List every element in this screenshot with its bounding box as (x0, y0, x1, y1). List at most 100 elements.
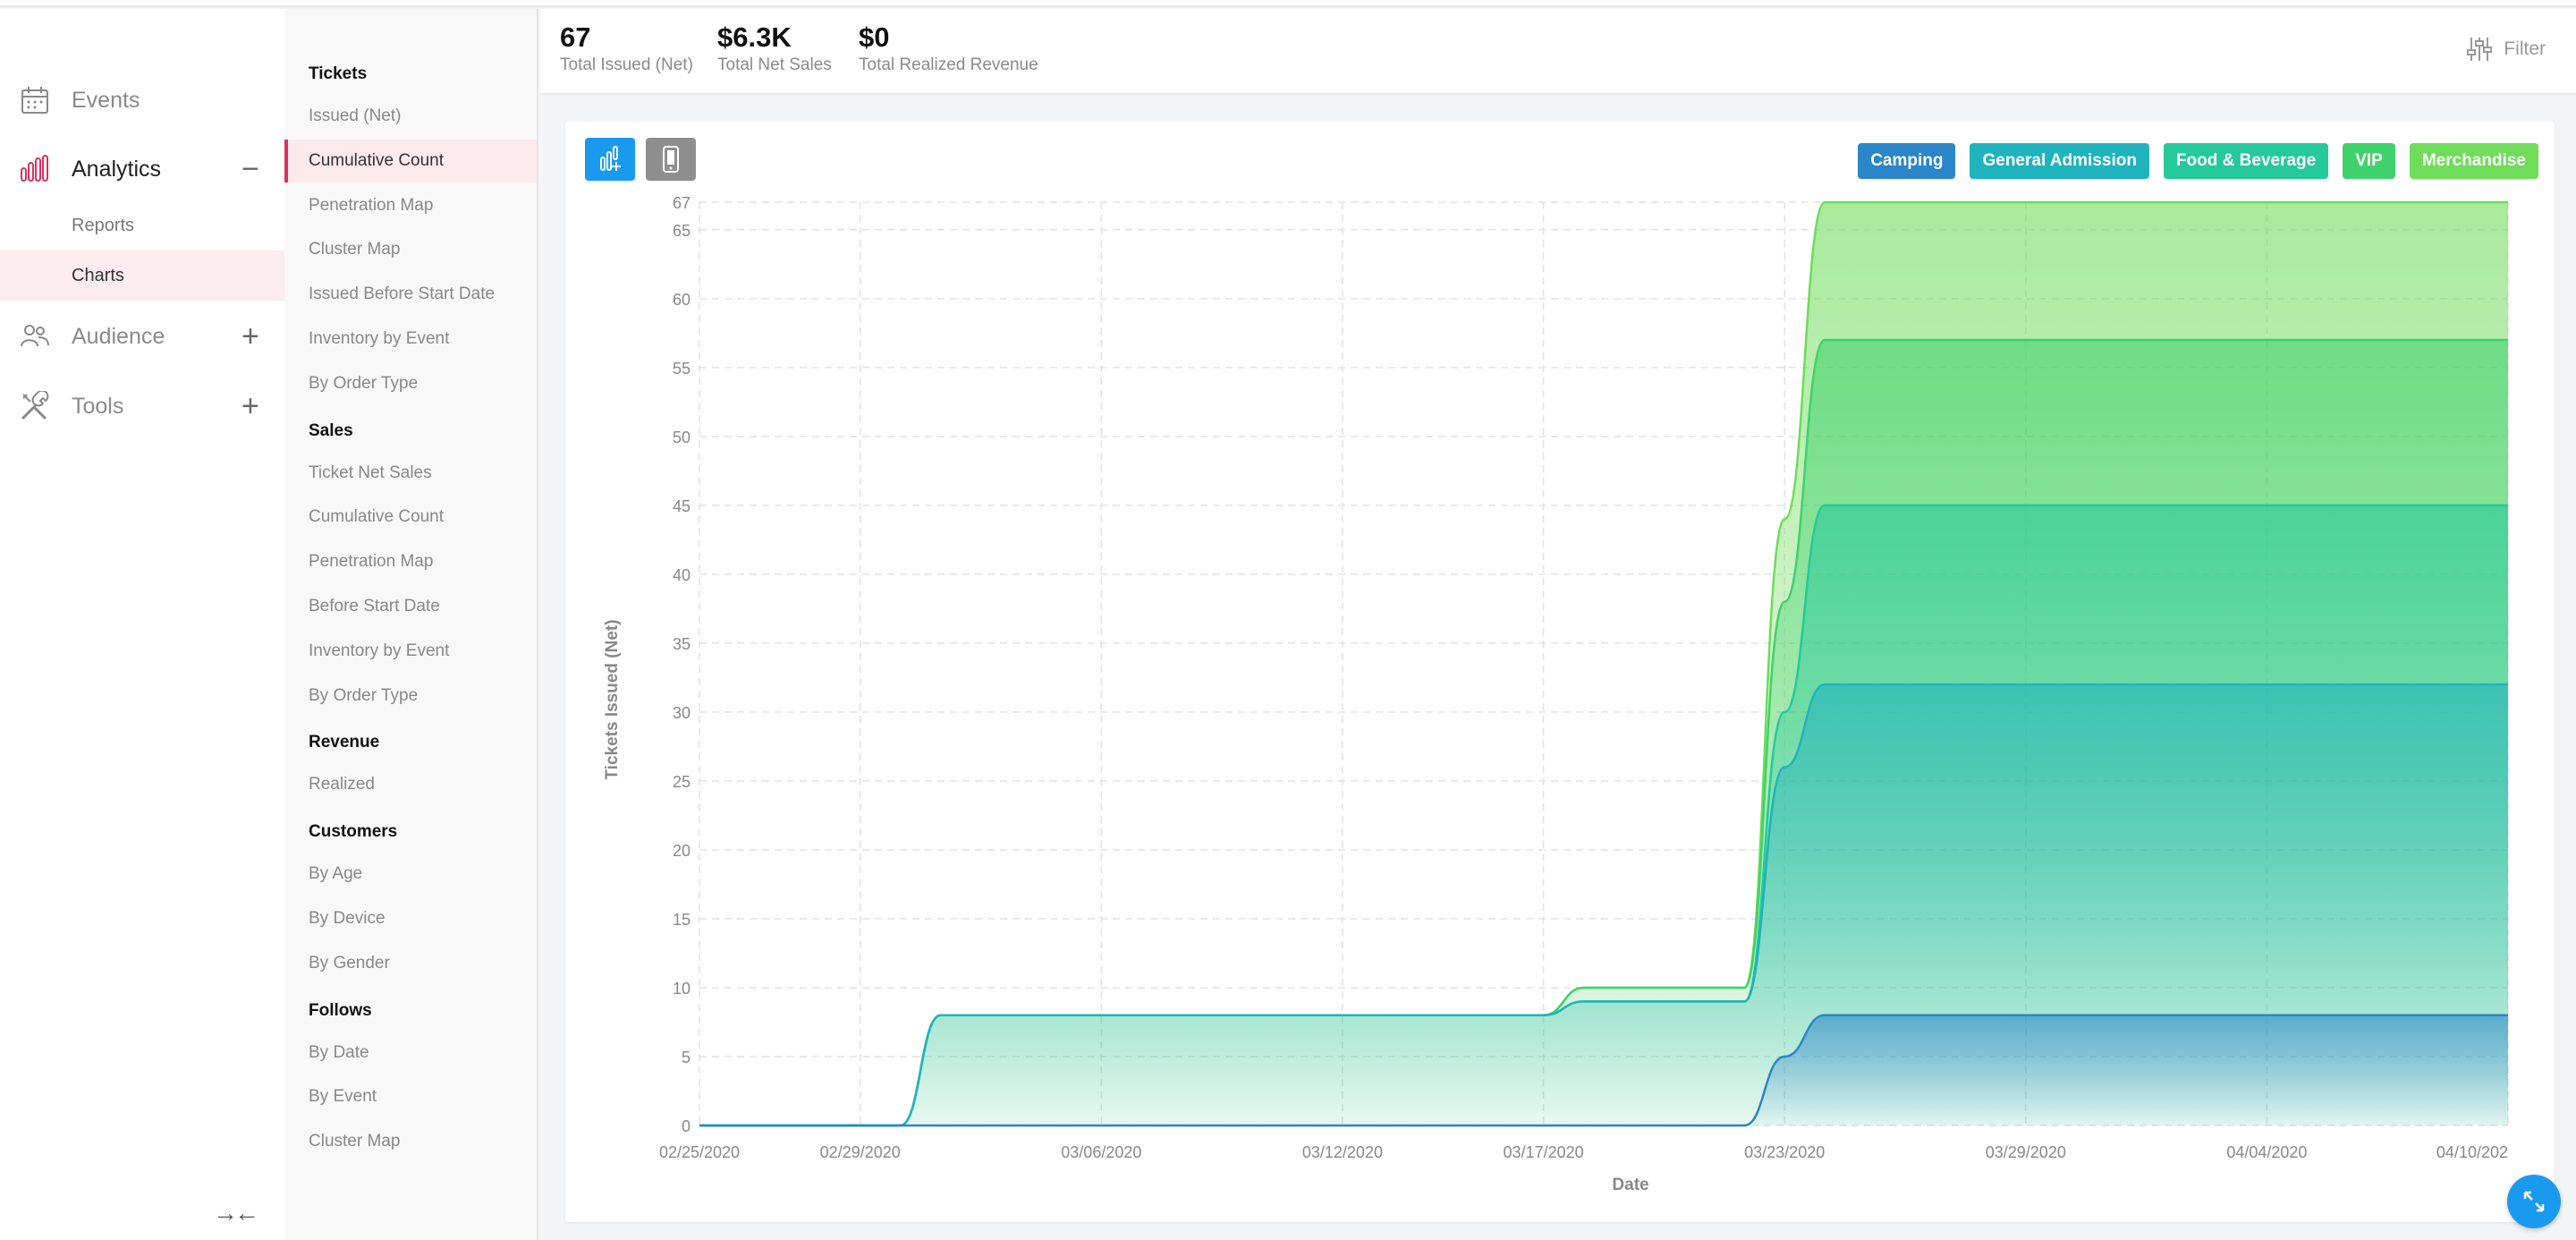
menu-section-title: Follows (309, 1000, 372, 1020)
menu-item-label: By Event (309, 1087, 377, 1107)
menu-item-label: Cumulative Count (309, 507, 445, 527)
stat-total-realized-revenue: $0 Total Realized Revenue (859, 21, 1038, 75)
menu-item[interactable]: Cluster Map (284, 1120, 537, 1163)
menu-item[interactable]: By Device (284, 897, 537, 940)
menu-item[interactable]: Penetration Map (284, 184, 537, 227)
chart-view-button[interactable] (585, 138, 635, 181)
menu-item-label: Ticket Net Sales (309, 463, 432, 482)
filter-button[interactable]: Filter (2466, 36, 2546, 63)
menu-item-label: By Device (309, 909, 386, 928)
y-tick-label: 30 (673, 704, 691, 722)
chart-card: 0 5 10 15 20 25 30 35 40 45 50 55 60 65 67 02/25/2020 02… (565, 122, 2555, 1222)
filter-label: Filter (2504, 38, 2546, 59)
menu-item[interactable]: Inventory by Event (284, 630, 537, 673)
menu-item-label: By Gender (309, 953, 390, 972)
x-axis-title: Date (1612, 1176, 1648, 1194)
stat-label: Total Net Sales (717, 55, 832, 74)
y-tick-label: 20 (673, 842, 691, 860)
nav-item-label: Events (72, 87, 140, 113)
menu-item-label: By Order Type (309, 373, 419, 393)
legend-chip[interactable]: Merchandise (2409, 143, 2538, 179)
menu-section-title: Tickets (309, 64, 368, 83)
stats-header: 67 Total Issued (Net) $6.3K Total Net Sa… (540, 9, 2576, 95)
collapse-toggle[interactable]: − (242, 152, 259, 186)
menu-item[interactable]: By Age (284, 853, 537, 896)
menu-item[interactable]: By Date (284, 1032, 537, 1074)
subnav-item-label: Charts (72, 265, 124, 285)
legend-chip[interactable]: General Admission (1970, 143, 2149, 179)
series-area (699, 1015, 2508, 1125)
menu-item-label: Cluster Map (309, 240, 401, 259)
y-tick-label: 55 (673, 360, 691, 378)
menu-item[interactable]: By Gender (284, 942, 537, 985)
subnav-item-reports[interactable]: Reports (0, 200, 284, 251)
y-tick-label: 40 (673, 566, 691, 584)
collapse-arrows-icon[interactable]: →← (213, 1199, 259, 1227)
menu-item-label: Before Start Date (309, 597, 440, 616)
stat-total-issued: 67 Total Issued (Net) (560, 21, 693, 75)
subnav-item-label: Reports (72, 215, 135, 235)
x-tick-label: 02/29/2020 (820, 1143, 901, 1161)
subnav-item-charts[interactable]: Charts (0, 251, 284, 301)
menu-item-label: Inventory by Event (309, 329, 450, 348)
y-tick-label: 5 (682, 1049, 691, 1066)
menu-item[interactable]: By Order Type (284, 362, 537, 405)
menu-item[interactable]: Ticket Net Sales (284, 452, 537, 495)
menu-item[interactable]: Before Start Date (284, 585, 537, 628)
bar-chart-add-icon (600, 146, 621, 171)
x-tick-label: 03/23/2020 (1744, 1143, 1825, 1161)
expand-toggle[interactable]: + (242, 389, 259, 423)
users-icon (21, 325, 49, 347)
menu-item[interactable]: Cumulative Count (284, 139, 537, 183)
y-tick-label: 45 (673, 497, 691, 515)
stat-label: Total Issued (Net) (560, 55, 693, 74)
menu-item-label: Inventory by Event (309, 641, 450, 660)
y-tick-label: 25 (673, 773, 691, 791)
menu-item-label: Cluster Map (309, 1132, 401, 1151)
menu-section-title: Sales (309, 420, 353, 440)
legend-chip[interactable]: VIP (2343, 143, 2395, 179)
analytics-menu: Tickets Issued (Net) Cumulative Count Penet… (284, 9, 538, 1240)
x-tick-label: 03/06/2020 (1061, 1143, 1141, 1161)
menu-item[interactable]: By Order Type (284, 675, 537, 718)
mobile-view-button[interactable] (646, 138, 696, 181)
menu-item[interactable]: By Event (284, 1075, 537, 1118)
menu-item-label: Issued (Net) (309, 106, 402, 125)
menu-item[interactable]: Inventory by Event (284, 318, 537, 361)
stat-label: Total Realized Revenue (859, 55, 1038, 74)
stat-value: 67 (560, 21, 591, 53)
expand-fab-button[interactable] (2507, 1175, 2561, 1228)
main-navigation: Events Analytics − Reports Charts Audien… (0, 9, 284, 1240)
menu-item-label: Penetration Map (309, 552, 434, 572)
y-axis-title: Tickets Issued (Net) (603, 619, 622, 779)
chart-legend: Camping General Admission Food & Beverage V… (1858, 143, 2538, 179)
menu-item[interactable]: Issued (Net) (284, 95, 537, 138)
menu-item[interactable]: Realized (284, 763, 537, 806)
nav-item-audience[interactable]: Audience + (0, 311, 284, 361)
menu-item-label: Issued Before Start Date (309, 285, 496, 304)
menu-item-label: Penetration Map (309, 195, 434, 215)
y-tick-label: 67 (673, 194, 691, 212)
nav-item-analytics[interactable]: Analytics − (0, 144, 284, 194)
stat-total-net-sales: $6.3K Total Net Sales (717, 21, 832, 75)
menu-item[interactable]: Issued Before Start Date (284, 273, 537, 316)
x-tick-label: 03/12/2020 (1302, 1143, 1383, 1161)
legend-chip[interactable]: Food & Beverage (2163, 143, 2329, 179)
menu-item[interactable]: Cumulative Count (284, 496, 537, 539)
y-tick-label: 15 (673, 911, 691, 929)
x-tick-label: 04/04/2020 (2226, 1143, 2307, 1161)
menu-item-label: Cumulative Count (309, 150, 445, 170)
y-tick-label: 35 (673, 635, 691, 653)
expand-toggle[interactable]: + (242, 319, 259, 353)
legend-chip[interactable]: Camping (1858, 143, 1956, 179)
menu-item[interactable]: Penetration Map (284, 540, 537, 583)
nav-item-tools[interactable]: Tools + (0, 381, 284, 431)
menu-item-label: By Order Type (309, 685, 419, 705)
nav-item-events[interactable]: Events (0, 75, 284, 125)
stacked-area-chart: 0 5 10 15 20 25 30 35 40 45 50 55 60 65 67 02/25/2020 02… (603, 194, 2509, 1194)
menu-item[interactable]: Cluster Map (284, 228, 537, 271)
series-line (699, 1014, 2508, 1127)
nav-item-label: Tools (72, 393, 124, 419)
menu-section-title: Revenue (309, 733, 380, 752)
calendar-icon (21, 87, 48, 114)
